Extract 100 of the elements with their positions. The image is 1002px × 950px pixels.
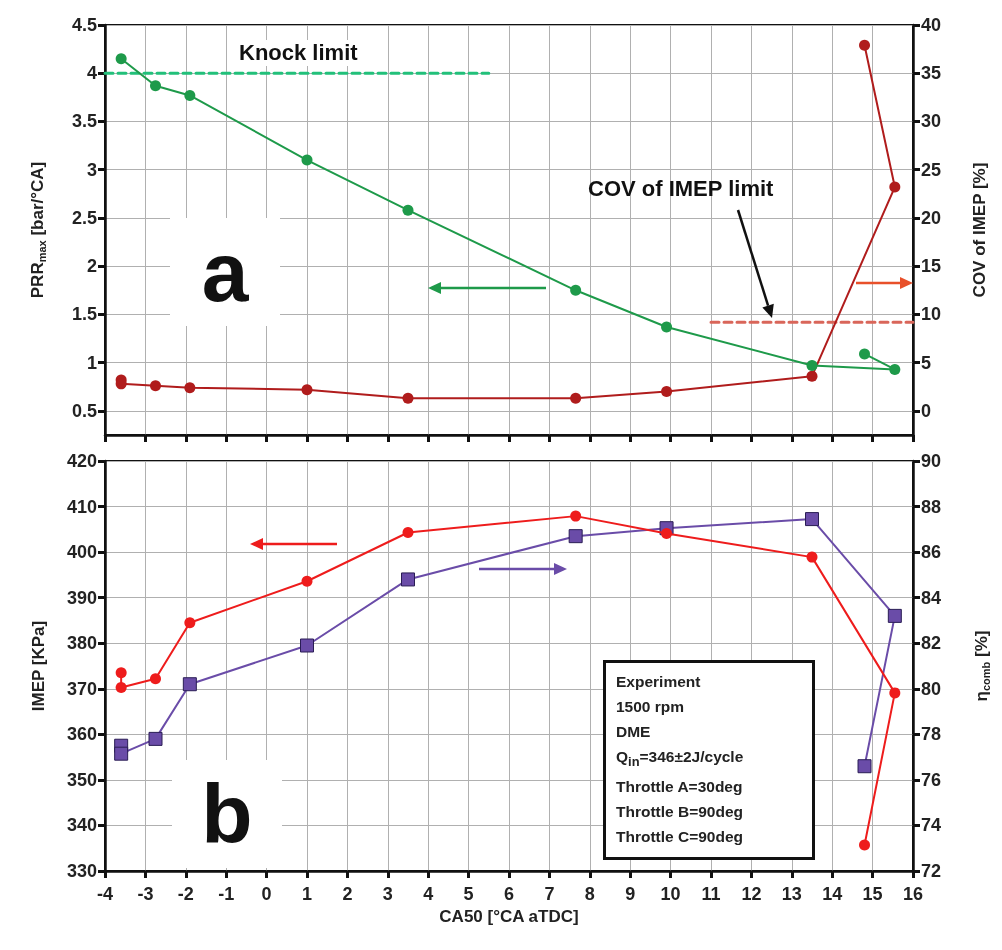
y2-tick-label: 0 bbox=[921, 400, 932, 421]
x-tick-label: 11 bbox=[701, 884, 721, 904]
point bbox=[570, 284, 582, 296]
point bbox=[568, 529, 583, 544]
y2-tick-label: 88 bbox=[921, 496, 942, 517]
x-tick-label: -4 bbox=[96, 884, 114, 904]
y2-tick-label: 5 bbox=[921, 352, 932, 373]
y-tick-label: 410 bbox=[66, 496, 97, 517]
y-tick-label: 1.5 bbox=[71, 304, 97, 325]
point bbox=[114, 746, 129, 761]
point bbox=[859, 348, 871, 360]
y2-tick-label: 40 bbox=[921, 15, 942, 35]
point bbox=[806, 551, 818, 563]
point bbox=[806, 370, 818, 382]
x-tick-label: 6 bbox=[503, 884, 515, 904]
x-tick-label: 16 bbox=[902, 884, 924, 904]
x-tick-label: 0 bbox=[261, 884, 272, 904]
x-tick-label: 1 bbox=[301, 884, 313, 904]
x-tick-label: 2 bbox=[342, 884, 353, 904]
y-tick-label: 3 bbox=[86, 159, 97, 180]
y2-tick-label: 10 bbox=[921, 304, 942, 325]
y2-tick-label: 76 bbox=[921, 769, 942, 790]
x-tick-label: 10 bbox=[660, 884, 681, 904]
x-tick-label: 14 bbox=[822, 884, 843, 904]
point bbox=[150, 380, 161, 392]
y-axis-title: IMEP [KPa] bbox=[29, 620, 48, 712]
x-tick-label: 9 bbox=[625, 884, 636, 904]
y2-tick-label: 80 bbox=[921, 678, 942, 699]
x-axis-title: CA50 [°CA aTDC] bbox=[439, 906, 579, 926]
x-tick-label: -2 bbox=[177, 884, 194, 904]
point bbox=[806, 360, 818, 372]
y2-tick-label: 35 bbox=[921, 63, 942, 84]
point bbox=[570, 392, 582, 404]
y-tick-label: 420 bbox=[66, 451, 97, 471]
y-tick-label: 370 bbox=[66, 678, 97, 699]
point bbox=[402, 204, 414, 216]
point bbox=[182, 677, 197, 692]
y-tick-label: 4.5 bbox=[71, 15, 97, 35]
y-tick-label: 350 bbox=[66, 769, 97, 790]
annotation: Throttle C=90deg bbox=[616, 827, 745, 848]
point bbox=[859, 839, 871, 851]
point bbox=[150, 80, 161, 92]
y2-tick-label: 86 bbox=[921, 542, 942, 563]
x-tick-label: 7 bbox=[544, 884, 555, 904]
point bbox=[115, 681, 127, 693]
point bbox=[402, 392, 414, 404]
annotation: Knock limit bbox=[236, 40, 361, 66]
point bbox=[889, 181, 901, 193]
y2-axis-title: ηcomb [%] bbox=[971, 630, 992, 702]
y2-tick-label: 82 bbox=[921, 633, 942, 654]
y-tick-label: 4 bbox=[86, 63, 97, 84]
annotation: DME bbox=[616, 722, 652, 742]
y2-tick-label: 20 bbox=[921, 207, 942, 228]
y2-tick-label: 78 bbox=[921, 724, 942, 745]
y2-tick-label: 90 bbox=[921, 451, 942, 471]
point bbox=[402, 527, 414, 539]
y-tick-label: 2.5 bbox=[71, 207, 97, 228]
annotation: b bbox=[172, 760, 282, 868]
y2-tick-label: 15 bbox=[921, 256, 942, 277]
point bbox=[570, 510, 582, 522]
x-tick-label: 5 bbox=[463, 884, 474, 904]
point bbox=[857, 759, 872, 774]
y-tick-label: 330 bbox=[66, 861, 97, 881]
point bbox=[859, 39, 871, 51]
x-tick-label: 4 bbox=[423, 884, 434, 904]
x-tick-label: 8 bbox=[584, 884, 595, 904]
annotation: COV of IMEP limit bbox=[588, 176, 774, 201]
annotation: 1500 rpm bbox=[616, 697, 686, 717]
point bbox=[887, 608, 902, 623]
point bbox=[184, 89, 196, 101]
annotation: Experiment bbox=[616, 672, 702, 692]
y-tick-label: 390 bbox=[66, 587, 97, 608]
y-tick-label: 340 bbox=[66, 815, 97, 836]
y-tick-label: 400 bbox=[66, 542, 97, 563]
y-tick-label: 0.5 bbox=[71, 400, 97, 421]
y2-tick-label: 84 bbox=[921, 587, 942, 608]
point bbox=[661, 321, 673, 333]
point bbox=[661, 386, 673, 398]
y-tick-label: 1 bbox=[86, 352, 97, 373]
x-tick-label: 15 bbox=[862, 884, 883, 904]
y2-tick-label: 30 bbox=[921, 111, 942, 132]
point bbox=[301, 384, 313, 396]
point bbox=[805, 512, 819, 527]
point bbox=[401, 572, 415, 587]
x-tick-label: -3 bbox=[137, 884, 154, 904]
y-tick-label: 360 bbox=[66, 724, 97, 745]
point bbox=[115, 53, 127, 65]
point bbox=[889, 363, 901, 375]
point bbox=[301, 575, 313, 587]
point bbox=[148, 731, 163, 746]
point bbox=[300, 638, 314, 653]
y2-tick-label: 72 bbox=[921, 861, 942, 881]
annotation: Q$_{in}$=346±2J/cycle bbox=[616, 747, 745, 772]
point bbox=[301, 154, 313, 166]
point bbox=[184, 617, 196, 629]
y2-tick-label: 25 bbox=[921, 159, 942, 180]
x-tick-label: 3 bbox=[382, 884, 393, 904]
point bbox=[184, 382, 196, 394]
y-tick-label: 3.5 bbox=[71, 111, 97, 132]
y-tick-label: 380 bbox=[66, 633, 97, 654]
